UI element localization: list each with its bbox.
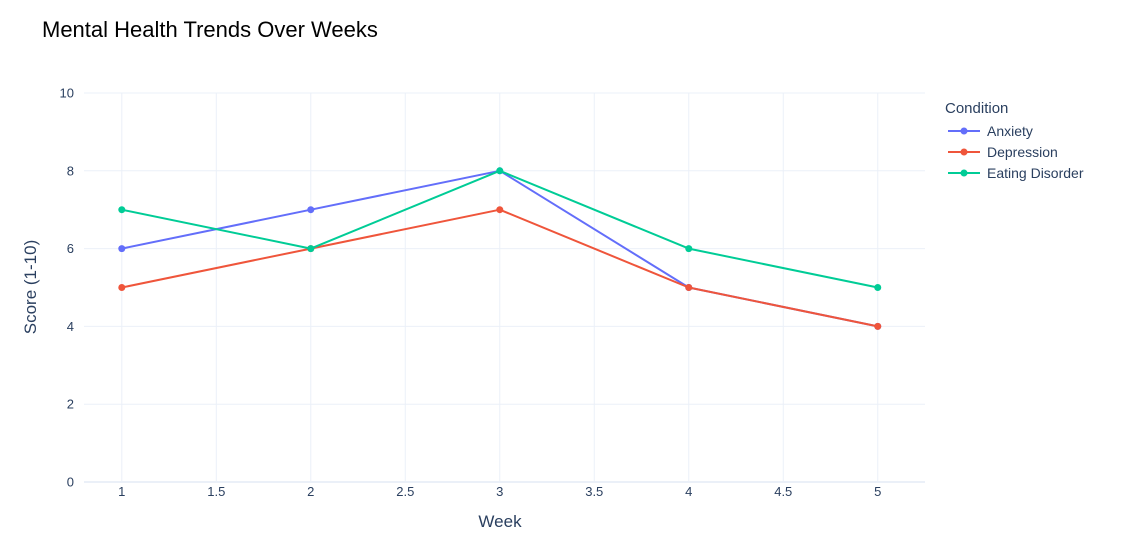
legend-title: Condition (945, 100, 1008, 117)
legend-item-label[interactable]: Eating Disorder (987, 165, 1084, 181)
x-tick-label: 4.5 (774, 484, 792, 499)
x-tick-label: 5 (874, 484, 881, 499)
data-point-eating-disorder[interactable] (118, 206, 126, 214)
data-point-eating-disorder[interactable] (307, 245, 315, 253)
data-point-depression[interactable] (496, 206, 504, 214)
y-tick-label: 10 (60, 86, 74, 101)
y-axis-title: Score (1-10) (21, 240, 40, 334)
data-point-eating-disorder[interactable] (496, 167, 504, 175)
y-tick-label: 4 (67, 319, 74, 334)
legend-swatch-marker (960, 148, 968, 156)
x-tick-label: 1 (118, 484, 125, 499)
legend-item-label[interactable]: Depression (987, 144, 1058, 160)
grid (84, 92, 925, 483)
legend-swatch-marker (960, 169, 968, 177)
x-tick-label: 2.5 (396, 484, 414, 499)
x-axis-title: Week (478, 512, 522, 531)
x-tick-label: 3 (496, 484, 503, 499)
tick-labels: 1 1.5 2 2.5 3 3.5 4 4.5 5 0 2 4 6 8 10 (60, 86, 882, 500)
data-point-depression[interactable] (874, 322, 882, 330)
data-point-eating-disorder[interactable] (874, 284, 882, 291)
chart-title: Mental Health Trends Over Weeks (42, 17, 378, 42)
x-tick-label: 4 (685, 484, 692, 499)
x-tick-label: 1.5 (207, 484, 225, 499)
legend-swatch-marker (960, 127, 968, 135)
y-tick-label: 2 (67, 397, 74, 412)
y-tick-label: 8 (67, 163, 74, 178)
data-point-depression[interactable] (685, 284, 693, 291)
y-tick-label: 0 (67, 475, 74, 490)
y-tick-label: 6 (67, 241, 74, 256)
legend: Condition Anxiety Depression Eating Disord… (945, 100, 1084, 181)
x-tick-label: 3.5 (585, 484, 603, 499)
data-point-eating-disorder[interactable] (685, 245, 693, 253)
legend-item-label[interactable]: Anxiety (987, 123, 1033, 139)
data-point-depression[interactable] (118, 284, 126, 291)
series-lines (118, 167, 882, 330)
data-point-anxiety[interactable] (118, 245, 126, 253)
data-point-anxiety[interactable] (307, 206, 315, 214)
x-tick-label: 2 (307, 484, 314, 499)
